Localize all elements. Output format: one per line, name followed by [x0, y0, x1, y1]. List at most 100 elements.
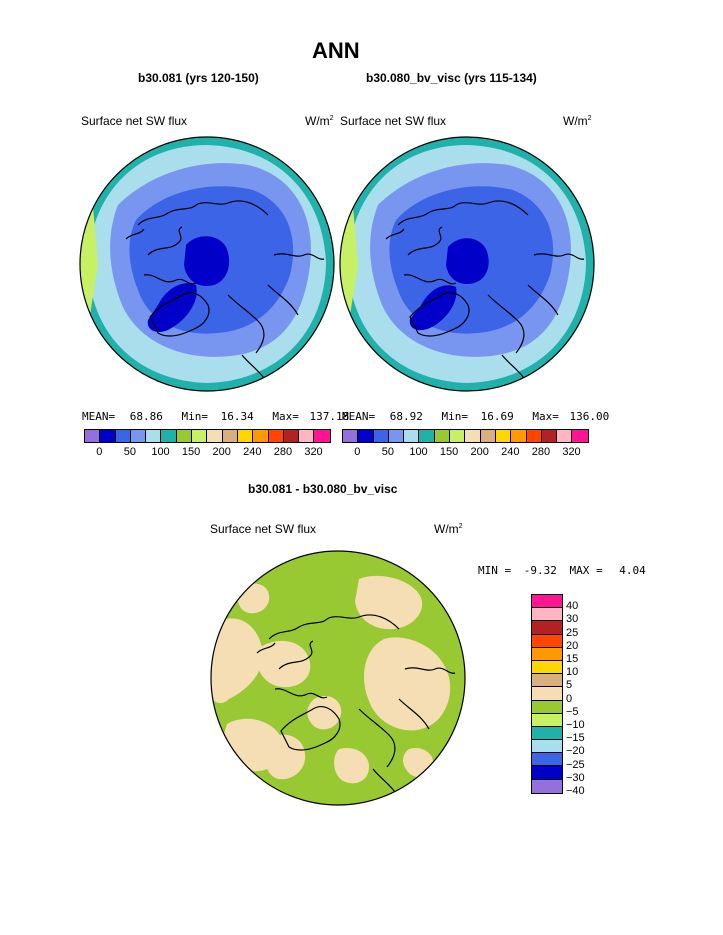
colorbar-swatch — [532, 753, 562, 767]
right-case-title: b30.080_bv_visc (yrs 115-134) — [366, 71, 537, 85]
colorbar-swatch — [511, 430, 527, 442]
min-label: MIN = — [478, 564, 512, 577]
colorbar-tick-label: 150 — [181, 446, 201, 458]
colorbar-swatch — [192, 430, 208, 442]
colorbar-swatch — [237, 430, 254, 442]
right-units-label: W/m2 — [563, 114, 592, 128]
colorbar-level-label: 30 — [566, 613, 579, 626]
right-stats: MEAN= 68.92 Min= 16.69 Max= 136.00 — [342, 410, 609, 423]
mean-label: MEAN= — [82, 410, 116, 423]
colorbar-tick-label: 280 — [531, 446, 551, 458]
colorbar-tick-label: 50 — [123, 446, 137, 458]
colorbar-swatch — [480, 430, 496, 442]
colorbar-tick-label: 320 — [304, 446, 323, 458]
right-field-label: Surface net SW flux — [340, 114, 447, 128]
colorbar-swatch — [532, 700, 562, 714]
right-colorbar-ticks: 0 50 100 150 200 240 280 320 — [342, 446, 590, 460]
colorbar-level-label: −40 — [566, 785, 585, 797]
max-label: Max= — [272, 410, 299, 423]
colorbar-swatch — [532, 634, 562, 648]
min-label: Min= — [181, 410, 209, 423]
colorbar-level-label: −30 — [566, 771, 585, 784]
difference-colorbar — [531, 594, 563, 794]
right-colorbar — [342, 429, 589, 443]
colorbar-level-label: 25 — [566, 626, 579, 639]
colorbar-swatch — [115, 430, 131, 442]
colorbar-swatch — [495, 430, 512, 442]
max-value: 137.18 — [309, 410, 350, 423]
coastlines — [256, 614, 456, 796]
colorbar-swatch — [532, 766, 562, 780]
difference-stats: MIN = -9.32 MAX = 4.04 — [478, 564, 646, 577]
colorbar-swatch — [532, 608, 562, 622]
colorbar-swatch — [532, 595, 562, 609]
colorbar-swatch — [532, 740, 562, 754]
colorbar-swatch — [404, 430, 420, 442]
colorbar-level-label: 5 — [566, 679, 573, 692]
colorbar-level-label: −10 — [566, 719, 585, 731]
colorbar-tick-label: 240 — [501, 446, 520, 458]
colorbar-swatch — [299, 430, 315, 442]
colorbar-tick-label: 200 — [470, 446, 489, 458]
difference-units-label: W/m2 — [434, 522, 463, 536]
colorbar-swatch — [532, 647, 562, 661]
min-value: 16.69 — [480, 410, 514, 423]
colorbar-swatch — [146, 430, 162, 442]
colorbar-swatch — [532, 713, 562, 727]
colorbar-swatch — [434, 430, 451, 442]
contour-band-dark-blue-greenland — [147, 283, 197, 332]
colorbar-swatch — [283, 430, 300, 442]
difference-field-label: Surface net SW flux — [210, 522, 317, 536]
colorbar-level-label: 15 — [566, 653, 579, 665]
colorbar-swatch — [268, 430, 284, 442]
colorbar-swatch — [388, 430, 405, 442]
colorbar-swatch — [343, 430, 359, 442]
min-label: Min= — [441, 410, 469, 423]
colorbar-level-label: 10 — [566, 666, 579, 679]
colorbar-swatch — [373, 430, 389, 442]
page-title: ANN — [312, 38, 360, 63]
left-colorbar — [84, 429, 331, 443]
difference-title: b30.081 - b30.080_bv_visc — [248, 482, 398, 496]
contour-band-dark-blue — [184, 236, 230, 286]
mean-value: 68.86 — [129, 410, 163, 423]
left-colorbar-ticks: 0 50 100 150 200 240 280 320 — [84, 446, 332, 460]
colorbar-swatch — [532, 660, 562, 675]
colorbar-swatch — [465, 430, 481, 442]
colorbar-level-label: 0 — [566, 692, 573, 705]
colorbar-level-label: −20 — [566, 745, 585, 758]
mean-value: 68.92 — [389, 410, 423, 423]
colorbar-tick-label: 0 — [354, 446, 361, 458]
colorbar-swatch — [314, 430, 330, 442]
colorbar-level-label: −5 — [566, 705, 579, 718]
colorbar-swatch — [532, 687, 562, 701]
colorbar-tick-label: 50 — [381, 446, 395, 458]
colorbar-swatch — [419, 430, 435, 442]
colorbar-tick-label: 280 — [273, 446, 293, 458]
max-value: 4.04 — [619, 564, 646, 577]
contour-band-wheat — [211, 575, 451, 784]
left-case-title: b30.081 (yrs 120-150) — [138, 71, 259, 85]
colorbar-swatch — [176, 430, 193, 442]
max-label: MAX = — [569, 564, 603, 577]
colorbar-swatch — [85, 430, 101, 442]
colorbar-level-label: −15 — [566, 732, 585, 745]
left-polar-map — [79, 136, 335, 392]
colorbar-swatch — [572, 430, 588, 442]
colorbar-level-label: −25 — [566, 758, 585, 771]
colorbar-swatch — [207, 430, 223, 442]
colorbar-swatch — [100, 430, 116, 442]
colorbar-swatch — [532, 779, 562, 793]
colorbar-tick-label: 100 — [409, 446, 428, 458]
contour-band-dark-blue — [446, 238, 489, 285]
colorbar-tick-label: 200 — [212, 446, 231, 458]
colorbar-swatch — [532, 674, 562, 688]
colorbar-tick-label: 0 — [96, 446, 103, 458]
colorbar-swatch — [526, 430, 542, 442]
colorbar-level-label: 20 — [566, 639, 579, 652]
colorbar-swatch — [222, 430, 238, 442]
contour-band-dark-blue-greenland — [409, 285, 457, 331]
colorbar-swatch — [358, 430, 374, 442]
difference-polar-map — [210, 550, 466, 806]
colorbar-tick-label: 150 — [439, 446, 459, 458]
